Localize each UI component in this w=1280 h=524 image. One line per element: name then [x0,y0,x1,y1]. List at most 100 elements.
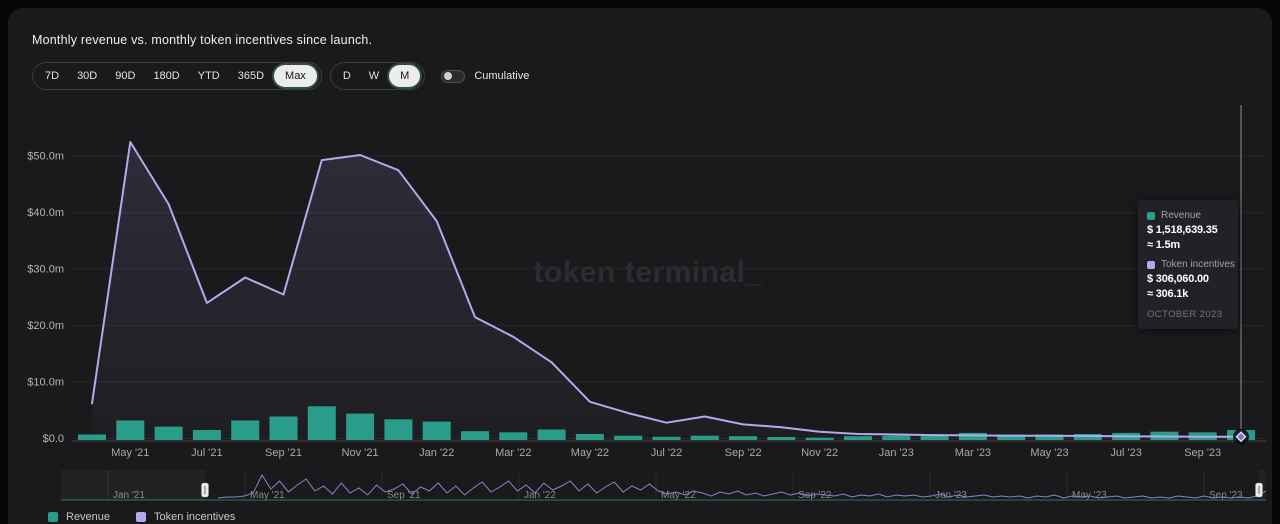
revenue-bar [422,421,451,440]
range-selector: 7D 30D 90D 180D YTD 365D Max [32,62,322,90]
revenue-bar [882,435,911,440]
revenue-bar [384,419,413,440]
revenue-bar [767,437,796,440]
revenue-bar [575,434,604,440]
x-axis-tick-label: Nov '21 [342,447,379,459]
navigator-spark-line [217,473,1267,499]
navigator-tick-label: May '21 [250,490,285,501]
chart-panel: Monthly revenue vs. monthly token incent… [8,8,1272,524]
revenue-bar [461,431,489,440]
range-button-180d[interactable]: 180D [144,64,188,88]
range-button-7d[interactable]: 7D [36,64,68,88]
navigator-mask-left [61,470,205,500]
cumulative-toggle[interactable]: Cumulative [441,69,530,83]
legend-label: Token incentives [154,511,236,523]
revenue-bar [652,436,681,440]
x-axis-tick-label: Nov '22 [801,447,838,459]
revenue-bar [729,436,758,440]
navigator-tick-label: Jan '23 [935,490,967,501]
revenue-bar [958,432,987,440]
revenue-bar [78,434,106,440]
legend-swatch-icon [48,512,58,522]
x-axis-tick-label: Sep '23 [1184,447,1221,459]
y-axis-tick-label: $50.0m [27,151,64,163]
incentives-line [91,141,1242,438]
x-axis-tick-label: May '22 [571,447,609,459]
tooltip-label: Revenue [1161,210,1202,221]
revenue-bar [690,435,719,440]
legend-item-token-incentives[interactable]: Token incentives [136,511,235,523]
x-axis-tick-label: May '21 [111,447,149,459]
tooltip-value: $ 1,518,639.35 [1147,224,1218,236]
revenue-bar [499,432,528,440]
navigator-tick-label: May '22 [661,490,696,501]
revenue-bar [997,434,1026,440]
tooltip-label: Token incentives [1161,259,1235,270]
tooltip-swatch-icon [1147,211,1155,220]
tooltip-approx-value: ≈ 1.5m [1147,239,1180,251]
range-button-ytd[interactable]: YTD [189,64,229,88]
x-axis-tick-label: Jul '21 [191,447,222,459]
y-axis-tick-label: $40.0m [27,207,64,219]
tooltip-series-label: Token incentives [1147,259,1235,270]
legend-swatch-icon [136,512,147,522]
legend-item-revenue[interactable]: Revenue [48,511,110,523]
revenue-bar [154,426,183,440]
toggle-knob-icon [443,71,453,81]
x-axis-tick-label: Jan '22 [419,447,454,459]
toggle-track-icon[interactable] [441,69,466,83]
navigator-tick-label: Sep '22 [798,490,832,501]
revenue-bar [1035,434,1064,440]
range-button-max[interactable]: Max [274,65,317,87]
revenue-bar [537,429,566,440]
revenue-bar [346,413,375,440]
tooltip-value: $ 306,060.00 [1147,273,1209,285]
x-axis-tick-label: Jan '23 [879,447,914,459]
revenue-bar [192,430,221,440]
navigator-tick-label: Sep '23 [1209,490,1243,501]
revenue-bar [116,420,145,440]
tooltip-swatch-icon [1147,260,1155,269]
navigator-tick-label: May '23 [1072,490,1107,501]
chart-title: Monthly revenue vs. monthly token incent… [32,33,373,47]
revenue-bar [614,435,643,440]
navigator-tick-label: Jan '22 [524,490,556,501]
navigator-tick-label: Sep '21 [387,490,421,501]
y-axis-tick-label: $10.0m [27,377,64,389]
legend-label: Revenue [66,511,111,523]
range-button-30d[interactable]: 30D [68,64,106,88]
legend: Revenue Token incentives [48,511,261,523]
y-axis-tick-label: $30.0m [27,264,64,276]
revenue-bar [920,435,949,440]
chart-tooltip: Revenue $ 1,518,639.35 ≈ 1.5m Token incenti… [1138,200,1238,329]
cumulative-label: Cumulative [474,70,530,82]
x-axis-tick-label: May '23 [1030,447,1068,459]
granularity-button-m[interactable]: M [389,65,421,87]
chart-canvas[interactable]: $0.0 $10.0m $20.0m $30.0m $40.0m $50.0m May '2… [8,8,1272,524]
granularity-button-d[interactable]: D [334,64,360,88]
incentives-area [92,142,1241,440]
revenue-bar [269,416,298,440]
revenue-bar [844,436,872,440]
range-button-90d[interactable]: 90D [106,64,144,88]
y-axis-tick-label: $20.0m [27,320,64,332]
x-axis-tick-label: Sep '21 [265,447,302,459]
navigator-tick-label: Jan '21 [113,490,145,501]
granularity-button-w[interactable]: W [360,64,388,88]
range-button-365d[interactable]: 365D [229,64,273,88]
hover-marker-diamond [1235,431,1247,443]
revenue-bar [805,437,834,440]
tooltip-series-label: Revenue [1147,210,1229,221]
revenue-bar [307,406,336,440]
revenue-bar [231,420,260,440]
y-axis-tick-label: $0.0 [43,433,64,445]
tooltip-date: OCTOBER 2023 [1147,309,1223,320]
x-axis-tick-label: Mar '23 [955,447,991,459]
x-axis-tick-label: Mar '22 [495,447,531,459]
x-axis-tick-label: Jul '22 [651,447,682,459]
tooltip-approx-value: ≈ 306.1k [1147,288,1189,300]
x-axis-tick-label: Jul '23 [1110,447,1141,459]
